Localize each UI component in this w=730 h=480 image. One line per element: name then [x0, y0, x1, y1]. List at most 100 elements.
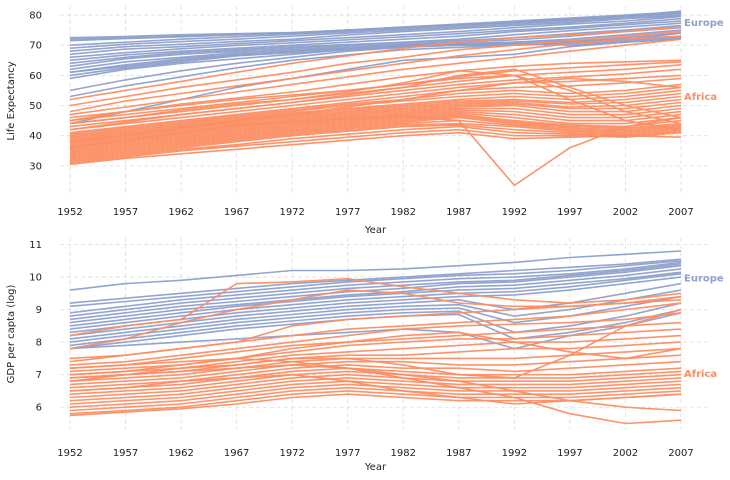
y-tick-label: 70 [29, 41, 42, 52]
x-tick-label: 2002 [613, 448, 638, 459]
series-line-europe [69, 282, 682, 337]
series-line-africa [69, 277, 682, 337]
x-tick-label: 1987 [446, 207, 471, 218]
series-line-europe [69, 273, 682, 330]
y-tick-label: 6 [36, 403, 42, 414]
series-line-africa [69, 115, 682, 155]
y-tick-label: 40 [29, 131, 42, 142]
x-tick-label: 2007 [668, 207, 693, 218]
series-line-africa [69, 112, 682, 152]
y-tick-label: 7 [36, 370, 42, 381]
y-tick-label: 50 [29, 101, 42, 112]
y-tick-label: 9 [36, 305, 42, 316]
series-line-europe [69, 264, 682, 321]
series-line-africa [69, 131, 682, 166]
series-line-africa [69, 92, 682, 140]
series-line-africa [69, 38, 682, 116]
series-line-africa [69, 124, 682, 161]
series-line-africa [69, 59, 682, 119]
series-label-europe: Europe [684, 274, 724, 285]
series-line-africa [69, 364, 682, 412]
series-line-europe [69, 15, 682, 56]
series-label-europe: Europe [684, 18, 724, 29]
x-tick-label: 1977 [335, 448, 360, 459]
series-line-africa [69, 116, 682, 157]
y-tick-label: 10 [29, 273, 42, 284]
series-line-africa [69, 377, 682, 402]
series-line-africa [69, 302, 682, 363]
x-tick-label: 1982 [391, 448, 416, 459]
series-line-europe [69, 14, 682, 49]
series-line-africa [69, 115, 682, 187]
series-line-africa [69, 125, 682, 163]
series-line-africa [69, 68, 682, 131]
series-line-africa [69, 390, 682, 415]
series-line-africa [69, 347, 682, 382]
x-tick-label: 2007 [668, 448, 693, 459]
series-line-europe [69, 24, 682, 68]
series-line-africa [69, 26, 682, 101]
series-line-africa [69, 373, 682, 399]
x-tick-label: 1997 [557, 207, 582, 218]
x-axis-label: Year [364, 462, 387, 473]
series-label-africa: Africa [684, 92, 717, 103]
series-line-africa [69, 89, 682, 138]
series-line-europe [69, 312, 682, 350]
series-line-africa [69, 101, 682, 144]
x-tick-label: 1997 [557, 448, 582, 459]
y-tick-label: 8 [36, 338, 42, 349]
x-tick-label: 1957 [113, 207, 138, 218]
series-line-europe [69, 302, 682, 347]
series-line-africa [69, 308, 682, 382]
x-tick-label: 1992 [502, 207, 527, 218]
series-line-africa [69, 312, 682, 366]
series-line-africa [69, 98, 682, 143]
series-line-europe [69, 271, 682, 327]
series-line-africa [69, 373, 682, 405]
series-line-africa [69, 107, 682, 147]
x-tick-label: 1967 [224, 207, 249, 218]
y-tick-label: 80 [29, 11, 42, 22]
x-tick-label: 1967 [224, 448, 249, 459]
series-label-africa: Africa [684, 369, 717, 380]
series-line-africa [69, 77, 682, 143]
series-line-africa [69, 380, 682, 405]
series-line-africa [69, 357, 682, 425]
series-line-africa [69, 113, 682, 154]
series-line-europe [69, 289, 682, 340]
x-tick-label: 1962 [168, 448, 193, 459]
x-tick-label: 1957 [113, 448, 138, 459]
series-line-europe [69, 36, 682, 80]
series-line-africa [69, 74, 682, 131]
series-line-europe [69, 250, 682, 291]
series-line-africa [69, 367, 682, 392]
x-tick-label: 1972 [279, 207, 304, 218]
y-axis-label: Life Expectancy [6, 61, 17, 140]
series-line-africa [69, 128, 682, 164]
y-tick-label: 60 [29, 71, 42, 82]
y-tick-label: 11 [29, 240, 42, 251]
x-tick-label: 2002 [613, 207, 638, 218]
series-line-europe [69, 263, 682, 317]
series-line-africa [69, 331, 682, 376]
x-tick-label: 1972 [279, 448, 304, 459]
x-axis-label: Year [364, 225, 387, 236]
series-line-europe [69, 268, 682, 324]
series-line-africa [69, 77, 682, 134]
x-tick-label: 1982 [391, 207, 416, 218]
series-line-europe [69, 20, 682, 62]
series-line-africa [69, 122, 682, 160]
series-line-europe [69, 258, 682, 304]
x-tick-label: 1952 [57, 207, 82, 218]
x-tick-label: 1952 [57, 448, 82, 459]
x-tick-label: 1962 [168, 207, 193, 218]
series-line-europe [69, 26, 682, 71]
x-tick-label: 1977 [335, 207, 360, 218]
x-tick-label: 1987 [446, 448, 471, 459]
series-line-europe [69, 260, 682, 308]
series-line-africa [69, 30, 682, 107]
series-line-africa [69, 119, 682, 158]
series-line-africa [69, 386, 682, 412]
